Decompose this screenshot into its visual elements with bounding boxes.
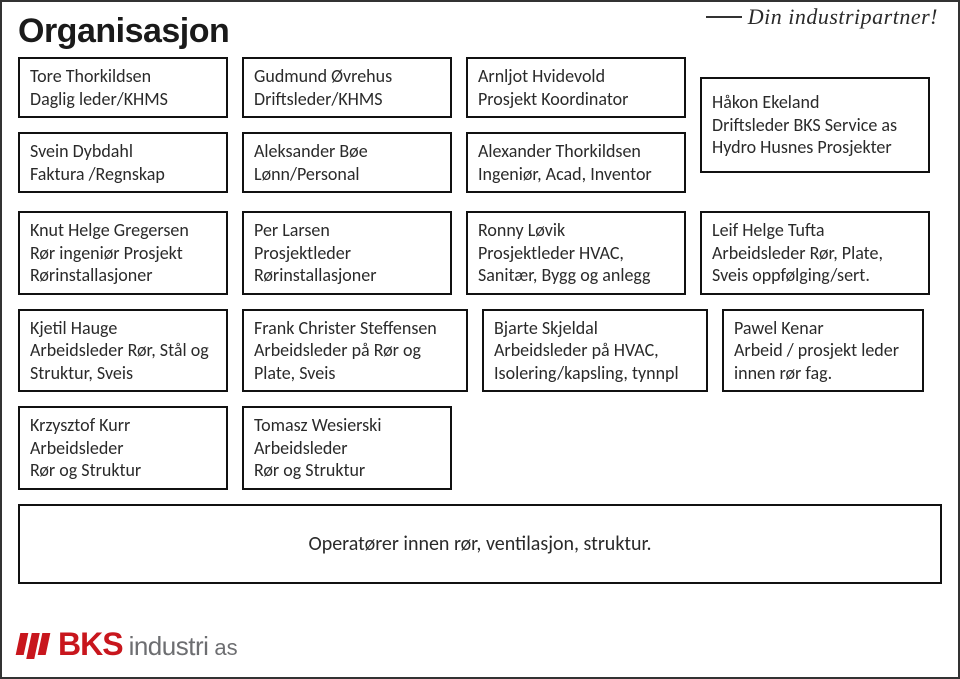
col-1: Tore Thorkildsen Daglig leder/KHMS Svein… (18, 57, 228, 193)
org-line: Ronny Løvik (478, 219, 674, 242)
org-line: Arbeid / prosjekt leder (734, 339, 912, 362)
operators-text: Operatører innen rør, ventilasjon, struk… (308, 532, 651, 556)
col-4: Håkon Ekeland Driftsleder BKS Service as… (700, 57, 930, 193)
org-line: Håkon Ekeland (712, 91, 918, 114)
logo-mark-icon (18, 633, 48, 659)
org-line: Plate, Sveis (254, 362, 456, 385)
org-box: Kjetil Hauge Arbeidsleder Rør, Stål og S… (18, 309, 228, 393)
org-line: Driftsleder BKS Service as (712, 114, 918, 137)
operators-box: Operatører innen rør, ventilasjon, struk… (18, 504, 942, 584)
org-line: Daglig leder/KHMS (30, 88, 216, 111)
col-2: Gudmund Øvrehus Driftsleder/KHMS Aleksan… (242, 57, 452, 193)
org-box: Per Larsen Prosjektleder Rørinstallasjon… (242, 211, 452, 295)
org-line: Tomasz Wesierski (254, 414, 440, 437)
org-line: Svein Dybdahl (30, 140, 216, 163)
col-3: Arnljot Hvidevold Prosjekt Koordinator A… (466, 57, 686, 193)
org-box: Ronny Løvik Prosjektleder HVAC, Sanitær,… (466, 211, 686, 295)
org-line: Arbeidsleder (30, 437, 216, 460)
org-line: Driftsleder/KHMS (254, 88, 440, 111)
org-line: Prosjektleder (254, 242, 440, 265)
tagline-text: Din industripartner! (748, 4, 938, 30)
org-line: Arbeidsleder Rør, Plate, (712, 242, 918, 265)
org-line: Sanitær, Bygg og anlegg (478, 264, 674, 287)
row-4: Krzysztof Kurr Arbeidsleder Rør og Struk… (18, 406, 942, 490)
org-line: Prosjektleder HVAC, (478, 242, 674, 265)
org-line: Arbeidsleder Rør, Stål og (30, 339, 216, 362)
org-line: Isolering/kapsling, tynnpl (494, 362, 696, 385)
org-line: Knut Helge Gregersen (30, 219, 216, 242)
org-box: Tomasz Wesierski Arbeidsleder Rør og Str… (242, 406, 452, 490)
org-line: Gudmund Øvrehus (254, 65, 440, 88)
row-3: Kjetil Hauge Arbeidsleder Rør, Stål og S… (18, 309, 942, 393)
org-line: Sveis oppfølging/sert. (712, 264, 918, 287)
org-line: Leif Helge Tufta (712, 219, 918, 242)
logo-industri-text: industri (129, 631, 209, 662)
org-line: Kjetil Hauge (30, 317, 216, 340)
org-box: Gudmund Øvrehus Driftsleder/KHMS (242, 57, 452, 118)
org-line: Bjarte Skjeldal (494, 317, 696, 340)
org-box: Bjarte Skjeldal Arbeidsleder på HVAC, Is… (482, 309, 708, 393)
org-line: Rørinstallasjoner (30, 264, 216, 287)
org-line: Struktur, Sveis (30, 362, 216, 385)
org-box: Krzysztof Kurr Arbeidsleder Rør og Struk… (18, 406, 228, 490)
org-box: Tore Thorkildsen Daglig leder/KHMS (18, 57, 228, 118)
org-line: Aleksander Bøe (254, 140, 440, 163)
org-line: Pawel Kenar (734, 317, 912, 340)
org-line: Per Larsen (254, 219, 440, 242)
org-line: Faktura /Regnskap (30, 163, 216, 186)
org-box: Arnljot Hvidevold Prosjekt Koordinator (466, 57, 686, 118)
logo: BKS industri as (18, 626, 238, 663)
row-2: Knut Helge Gregersen Rør ingeniør Prosje… (18, 211, 942, 295)
org-line: innen rør fag. (734, 362, 912, 385)
org-line: Arnljot Hvidevold (478, 65, 674, 88)
org-box: Pawel Kenar Arbeid / prosjekt leder inne… (722, 309, 924, 393)
org-line: Arbeidsleder på Rør og (254, 339, 456, 362)
org-box: Knut Helge Gregersen Rør ingeniør Prosje… (18, 211, 228, 295)
org-line: Lønn/Personal (254, 163, 440, 186)
org-box: Håkon Ekeland Driftsleder BKS Service as… (700, 77, 930, 173)
org-line: Tore Thorkildsen (30, 65, 216, 88)
org-box: Aleksander Bøe Lønn/Personal (242, 132, 452, 193)
org-line: Arbeidsleder på HVAC, (494, 339, 696, 362)
org-box: Frank Christer Steffensen Arbeidsleder p… (242, 309, 468, 393)
org-line: Hydro Husnes Prosjekter (712, 136, 918, 159)
org-line: Rør ingeniør Prosjekt (30, 242, 216, 265)
org-line: Prosjekt Koordinator (478, 88, 674, 111)
org-box: Leif Helge Tufta Arbeidsleder Rør, Plate… (700, 211, 930, 295)
org-line: Rørinstallasjoner (254, 264, 440, 287)
tagline-dash (706, 16, 742, 18)
row-1: Tore Thorkildsen Daglig leder/KHMS Svein… (18, 57, 942, 193)
tagline: Din industripartner! (706, 4, 938, 30)
org-line: Alexander Thorkildsen (478, 140, 674, 163)
logo-bks-text: BKS (58, 626, 123, 663)
org-line: Krzysztof Kurr (30, 414, 216, 437)
org-line: Rør og Struktur (254, 459, 440, 482)
org-box: Svein Dybdahl Faktura /Regnskap (18, 132, 228, 193)
org-line: Arbeidsleder (254, 437, 440, 460)
logo-as-text: as (214, 635, 237, 661)
org-line: Ingeniør, Acad, Inventor (478, 163, 674, 186)
org-line: Rør og Struktur (30, 459, 216, 482)
page-frame: Din industripartner! Organisasjon Tore T… (0, 0, 960, 679)
org-line: Frank Christer Steffensen (254, 317, 456, 340)
org-box: Alexander Thorkildsen Ingeniør, Acad, In… (466, 132, 686, 193)
